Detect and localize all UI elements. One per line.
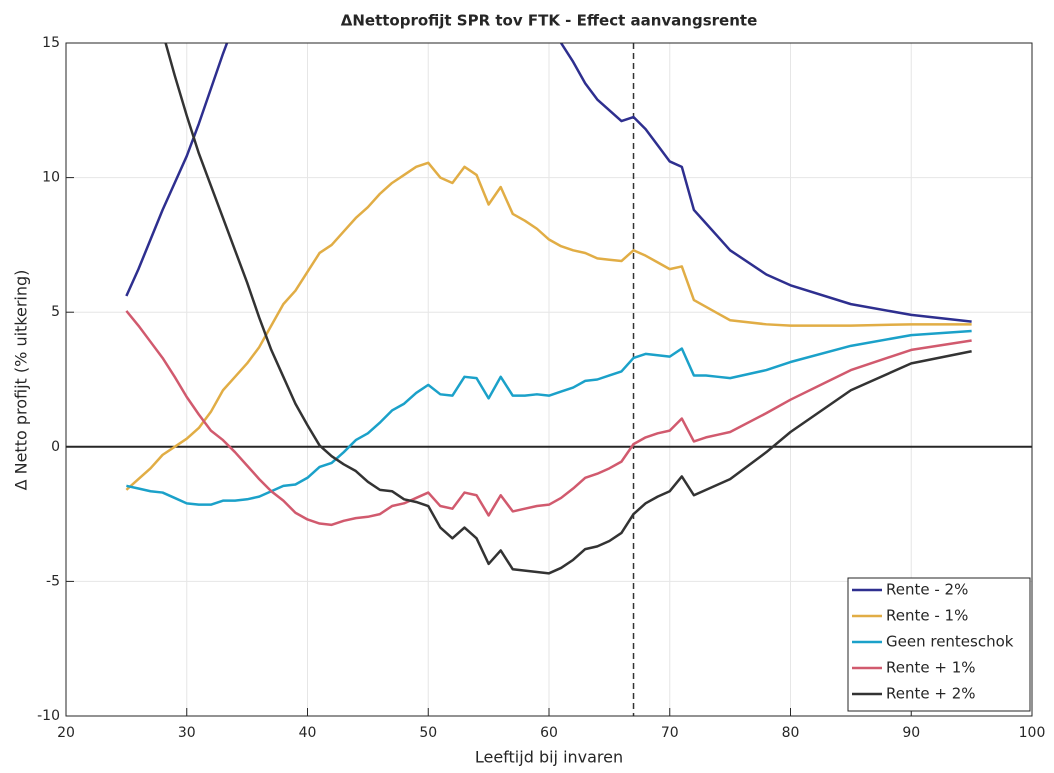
legend-label: Rente + 2% <box>886 685 976 703</box>
y-tick-label: 0 <box>51 439 60 455</box>
plot-area <box>125 43 972 575</box>
legend-label: Geen renteschok <box>886 633 1014 651</box>
x-tick-label: 60 <box>540 725 558 741</box>
x-tick-label: 40 <box>299 725 317 741</box>
chart-title: ΔNettoprofijt SPR tov FTK - Effect aanva… <box>341 12 758 30</box>
x-tick-label: 80 <box>782 725 800 741</box>
data-line <box>125 310 972 527</box>
y-tick-label: 5 <box>51 304 60 320</box>
x-tick-label: 30 <box>178 725 196 741</box>
x-tick-label: 50 <box>419 725 437 741</box>
legend-label: Rente - 1% <box>886 607 968 625</box>
legend-box <box>847 577 1031 712</box>
x-tick-label: 20 <box>57 725 75 741</box>
data-line <box>125 161 972 491</box>
axes-box <box>65 42 1033 717</box>
y-axis-label: Δ Netto profijt (% uitkering) <box>12 270 31 491</box>
x-axis-label: Leeftijd bij invaren <box>475 748 623 767</box>
data-line <box>164 43 972 575</box>
legend-label: Rente - 2% <box>886 581 968 599</box>
y-tick-label: 15 <box>42 35 60 51</box>
y-tick-label: -5 <box>46 573 60 589</box>
legend-label: Rente + 1% <box>886 659 976 677</box>
y-tick-label: 10 <box>42 170 60 186</box>
data-line <box>126 329 972 506</box>
data-line <box>125 43 972 323</box>
y-tick-label: -10 <box>37 708 60 724</box>
x-tick-label: 90 <box>902 725 920 741</box>
x-tick-label: 70 <box>661 725 679 741</box>
x-tick-label: 100 <box>1019 725 1046 741</box>
